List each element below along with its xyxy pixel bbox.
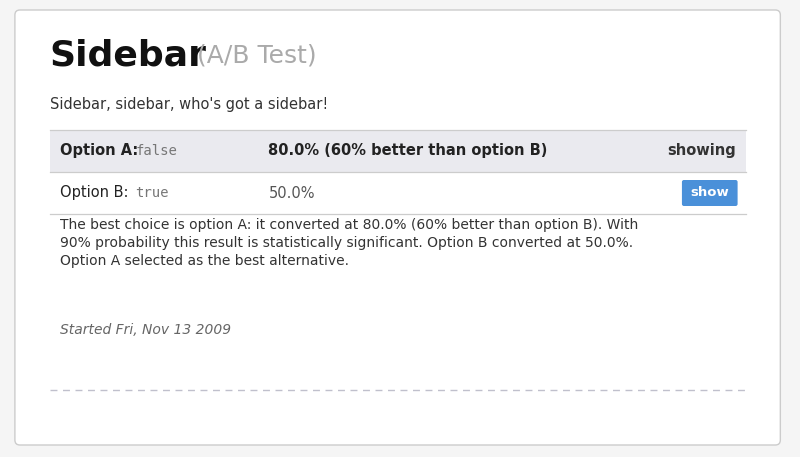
Text: Option A selected as the best alternative.: Option A selected as the best alternativ…	[60, 254, 349, 268]
Text: Started Fri, Nov 13 2009: Started Fri, Nov 13 2009	[60, 323, 230, 337]
Text: 50.0%: 50.0%	[268, 186, 315, 201]
Text: false: false	[135, 144, 177, 158]
Text: 80.0% (60% better than option B): 80.0% (60% better than option B)	[268, 143, 548, 159]
Text: Sidebar, sidebar, who's got a sidebar!: Sidebar, sidebar, who's got a sidebar!	[50, 97, 328, 112]
Text: Option B:: Option B:	[60, 186, 128, 201]
Text: 90% probability this result is statistically significant. Option B converted at : 90% probability this result is statistic…	[60, 236, 633, 250]
Text: true: true	[135, 186, 169, 200]
Text: (A/B Test): (A/B Test)	[197, 43, 317, 67]
FancyBboxPatch shape	[15, 10, 780, 445]
Text: showing: showing	[667, 143, 736, 159]
FancyBboxPatch shape	[682, 180, 738, 206]
Text: show: show	[690, 186, 729, 200]
Text: Sidebar: Sidebar	[50, 38, 206, 72]
Bar	[50, 130, 746, 172]
Bar	[50, 172, 746, 214]
Text: Option A:: Option A:	[60, 143, 138, 159]
Text: The best choice is option A: it converted at 80.0% (60% better than option B). W: The best choice is option A: it converte…	[60, 218, 638, 232]
